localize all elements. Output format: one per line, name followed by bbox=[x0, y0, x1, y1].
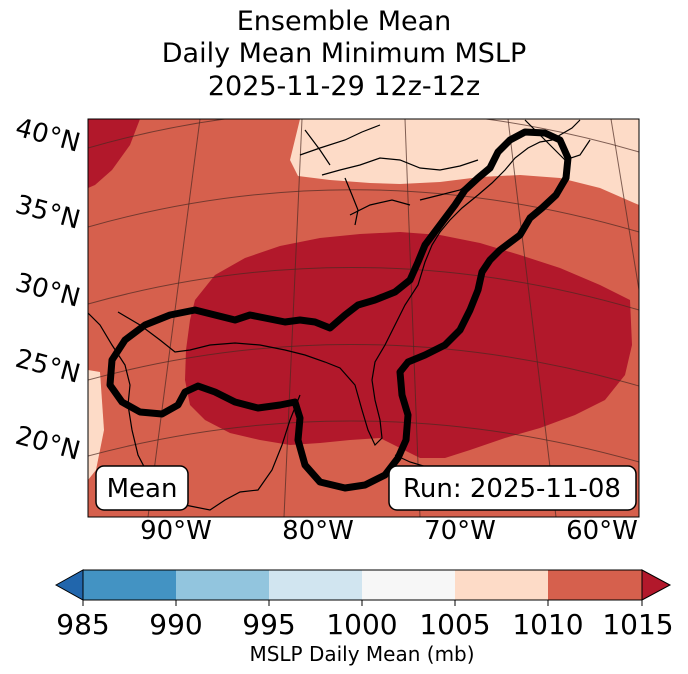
lat-label-35: 35°N bbox=[12, 190, 83, 236]
field-above-1015-nw bbox=[88, 119, 140, 188]
lat-label-25: 25°N bbox=[12, 344, 83, 390]
colorbar-tick-990: 990 bbox=[149, 608, 202, 641]
colorbar-tick-985: 985 bbox=[56, 608, 109, 641]
run-box bbox=[388, 465, 637, 511]
track-outline bbox=[106, 128, 572, 492]
lat-label-30: 30°N bbox=[12, 268, 83, 314]
lon-label-80w: 80°W bbox=[282, 516, 354, 546]
lon-label-90w: 90°W bbox=[140, 516, 212, 546]
colorbar-bin-990-995 bbox=[176, 570, 270, 600]
colorbar-extend-low bbox=[54, 569, 84, 601]
graticule bbox=[88, 119, 639, 517]
lat-label-40: 40°N bbox=[12, 113, 83, 159]
lat-labels: 40°N 35°N 30°N 25°N 20°N bbox=[12, 113, 83, 467]
colorbar-tick-995: 995 bbox=[242, 608, 295, 641]
lon-label-60w: 60°W bbox=[566, 516, 638, 546]
colorbar-extend-high bbox=[641, 569, 672, 601]
colorbar-tick-1010: 1010 bbox=[512, 608, 583, 641]
mean-box bbox=[95, 465, 189, 511]
run-box-label: Run: 2025-11-08 bbox=[403, 474, 621, 504]
field-1005-1010-west bbox=[88, 370, 104, 480]
colorbar-tick-1000: 1000 bbox=[326, 608, 397, 641]
colorbar-bin-985-990 bbox=[83, 570, 177, 600]
colorbar-label: MSLP Daily Mean (mb) bbox=[249, 642, 474, 666]
colorbar-bin-1010-1015 bbox=[548, 570, 642, 600]
mean-box-label: Mean bbox=[107, 474, 178, 504]
colorbar-bin-1000-1005 bbox=[362, 570, 456, 600]
lat-label-20: 20°N bbox=[12, 421, 83, 467]
title-line-2: Daily Mean Minimum MSLP bbox=[161, 38, 527, 69]
colorbar-ticks bbox=[82, 600, 643, 606]
colorbar-bin-995-1000 bbox=[269, 570, 363, 600]
map-area bbox=[88, 119, 639, 517]
title-line-1: Ensemble Mean bbox=[236, 6, 452, 37]
map-frame bbox=[87, 118, 640, 518]
colorbar-tick-1005: 1005 bbox=[419, 608, 490, 641]
lon-labels: 90°W 80°W 70°W 60°W bbox=[140, 516, 638, 546]
colorbar-tick-1015: 1015 bbox=[602, 608, 673, 641]
title-line-3: 2025-11-29 12z-12z bbox=[207, 71, 481, 102]
lon-label-70w: 70°W bbox=[424, 516, 496, 546]
colorbar: 985 990 995 1000 1005 1010 1015 MSLP Dai… bbox=[54, 569, 674, 666]
colorbar-bin-1005-1010 bbox=[455, 570, 549, 600]
